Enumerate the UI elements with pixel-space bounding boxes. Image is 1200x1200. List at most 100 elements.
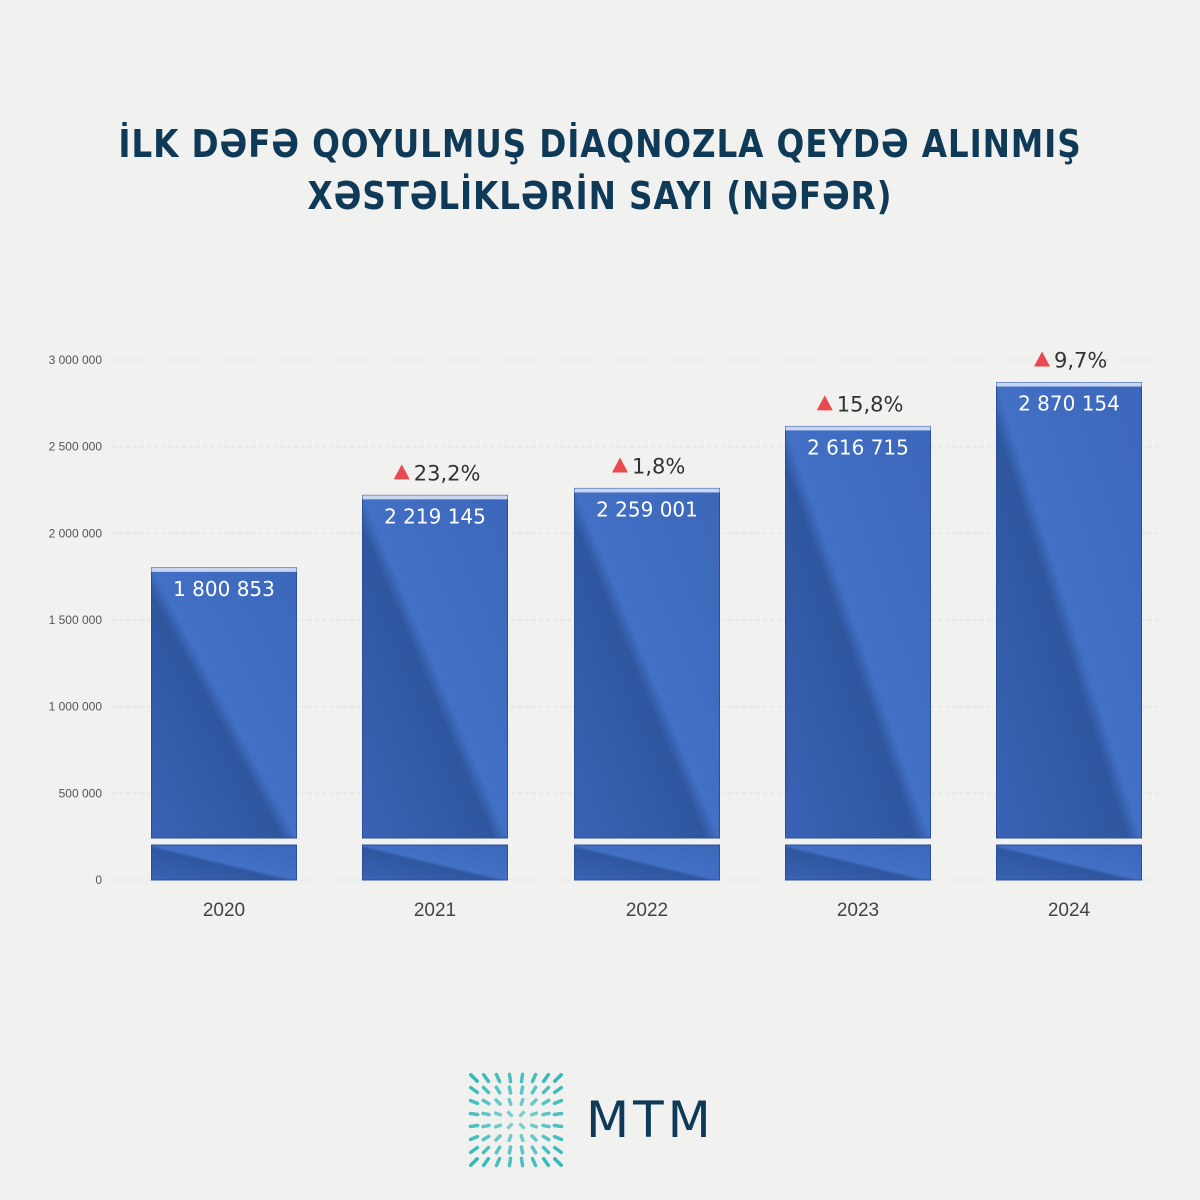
logo-dash (494, 1098, 502, 1106)
title-line-1: İLK DƏFƏ QOYULMUŞ DİAQNOZLA QEYDƏ ALINMI… (118, 122, 1082, 166)
logo-dash (541, 1156, 551, 1168)
logo-dash (541, 1134, 551, 1142)
logo-dash (518, 1110, 526, 1118)
x-tick-label: 2022 (626, 900, 668, 921)
up-arrow-icon (1034, 351, 1050, 367)
logo-dash (494, 1085, 502, 1095)
logo-mark-icon (468, 1072, 564, 1168)
logo-dash (468, 1123, 480, 1129)
logo-dash (519, 1085, 525, 1095)
logo-dash (552, 1111, 564, 1117)
y-tick-label: 500 000 (59, 786, 103, 800)
logo-dash (506, 1110, 514, 1118)
logo-text: MTM (586, 1091, 715, 1149)
logo-dash (481, 1098, 491, 1106)
bar (151, 567, 297, 839)
logo-dash (507, 1097, 513, 1107)
logo-dash (507, 1133, 513, 1143)
logo-dash (481, 1111, 491, 1117)
logo-dash (494, 1156, 502, 1168)
logo-dash (529, 1123, 539, 1129)
logo-dash (541, 1145, 551, 1155)
logo-dash (530, 1098, 538, 1106)
logo-dash (494, 1072, 502, 1084)
logo-dash (494, 1134, 502, 1142)
bar-base-segment (996, 844, 1142, 881)
logo-dash (519, 1145, 525, 1155)
logo-dash (541, 1098, 551, 1106)
bar-chart: 0 500 000 1 000 000 1 500 000 2 000 000 2 500… (49, 349, 1160, 921)
bar (785, 425, 931, 839)
change-label: 1,8% (632, 454, 685, 478)
logo-dash (552, 1145, 564, 1155)
y-tick-label: 2 500 000 (49, 440, 103, 454)
logo-dash (469, 1157, 479, 1167)
bar-base-segment (574, 844, 720, 881)
logo-dash (469, 1073, 479, 1083)
logo-dash (552, 1098, 564, 1106)
logo-dash (541, 1072, 551, 1084)
x-tick-label: 2020 (203, 900, 245, 921)
up-arrow-icon (816, 395, 833, 411)
logo-dash (468, 1098, 480, 1106)
bar-base-segment (785, 844, 931, 881)
logo-dash (468, 1111, 480, 1117)
bar-base-segment (362, 844, 508, 881)
logo-dash (530, 1145, 538, 1155)
bar-value-label: 2 870 154 (1018, 392, 1120, 416)
logo-dash (481, 1134, 491, 1142)
chart-title: İLK DƏFƏ QOYULMUŞ DİAQNOZLA QEYDƏ ALINMI… (84, 118, 1116, 222)
logo-dash (481, 1145, 491, 1155)
bar-top-highlight (785, 426, 931, 431)
bar-top-highlight (362, 495, 508, 500)
bar-value-label: 2 219 145 (384, 504, 486, 528)
logo-dash (529, 1111, 539, 1117)
up-arrow-icon (393, 464, 410, 480)
logo-dash (468, 1085, 480, 1095)
x-tick-label: 2024 (1048, 900, 1091, 921)
logo-dash (552, 1123, 564, 1129)
logo-dash (481, 1072, 491, 1084)
bar-top-highlight (574, 488, 720, 493)
logo-dash (507, 1145, 513, 1155)
bar (574, 487, 720, 839)
logo-dash (530, 1085, 538, 1095)
logo-dash (553, 1073, 563, 1083)
change-label: 9,7% (1054, 349, 1107, 373)
up-arrow-icon (612, 457, 628, 473)
y-tick-label: 1 500 000 (49, 613, 103, 627)
logo-dash (493, 1111, 503, 1117)
bar-value-label: 1 800 853 (173, 577, 275, 601)
logo-dash (530, 1072, 538, 1084)
y-tick-label: 3 000 000 (49, 353, 103, 367)
logo-dash (507, 1072, 513, 1084)
logo-dash (519, 1072, 525, 1084)
logo-dash (519, 1097, 525, 1107)
y-tick-label: 2 000 000 (49, 526, 103, 540)
bar-value-label: 2 616 715 (807, 435, 909, 459)
logo-dash (481, 1085, 491, 1095)
logo-dash (506, 1122, 514, 1130)
bar (362, 494, 508, 839)
bar-value-label: 2 259 001 (596, 497, 698, 521)
bar-top-highlight (151, 567, 297, 572)
logo-dash (541, 1111, 551, 1117)
logo-dash (493, 1123, 503, 1129)
logo-dash (507, 1085, 513, 1095)
logo-dash (552, 1134, 564, 1142)
logo-dash (468, 1134, 480, 1142)
logo-dash (518, 1122, 526, 1130)
bar-base-segment (151, 844, 297, 881)
logo-dash (494, 1145, 502, 1155)
y-tick-label: 0 (95, 873, 102, 887)
logo-dash (481, 1156, 491, 1168)
logo-dash (530, 1156, 538, 1168)
logo-dash (507, 1156, 513, 1168)
logo-dash (553, 1157, 563, 1167)
bar (996, 382, 1142, 839)
x-tick-label: 2021 (414, 900, 456, 921)
y-tick-label: 1 000 000 (49, 700, 103, 714)
change-label: 23,2% (414, 461, 481, 485)
change-label: 15,8% (837, 392, 904, 416)
logo-dash (519, 1133, 525, 1143)
